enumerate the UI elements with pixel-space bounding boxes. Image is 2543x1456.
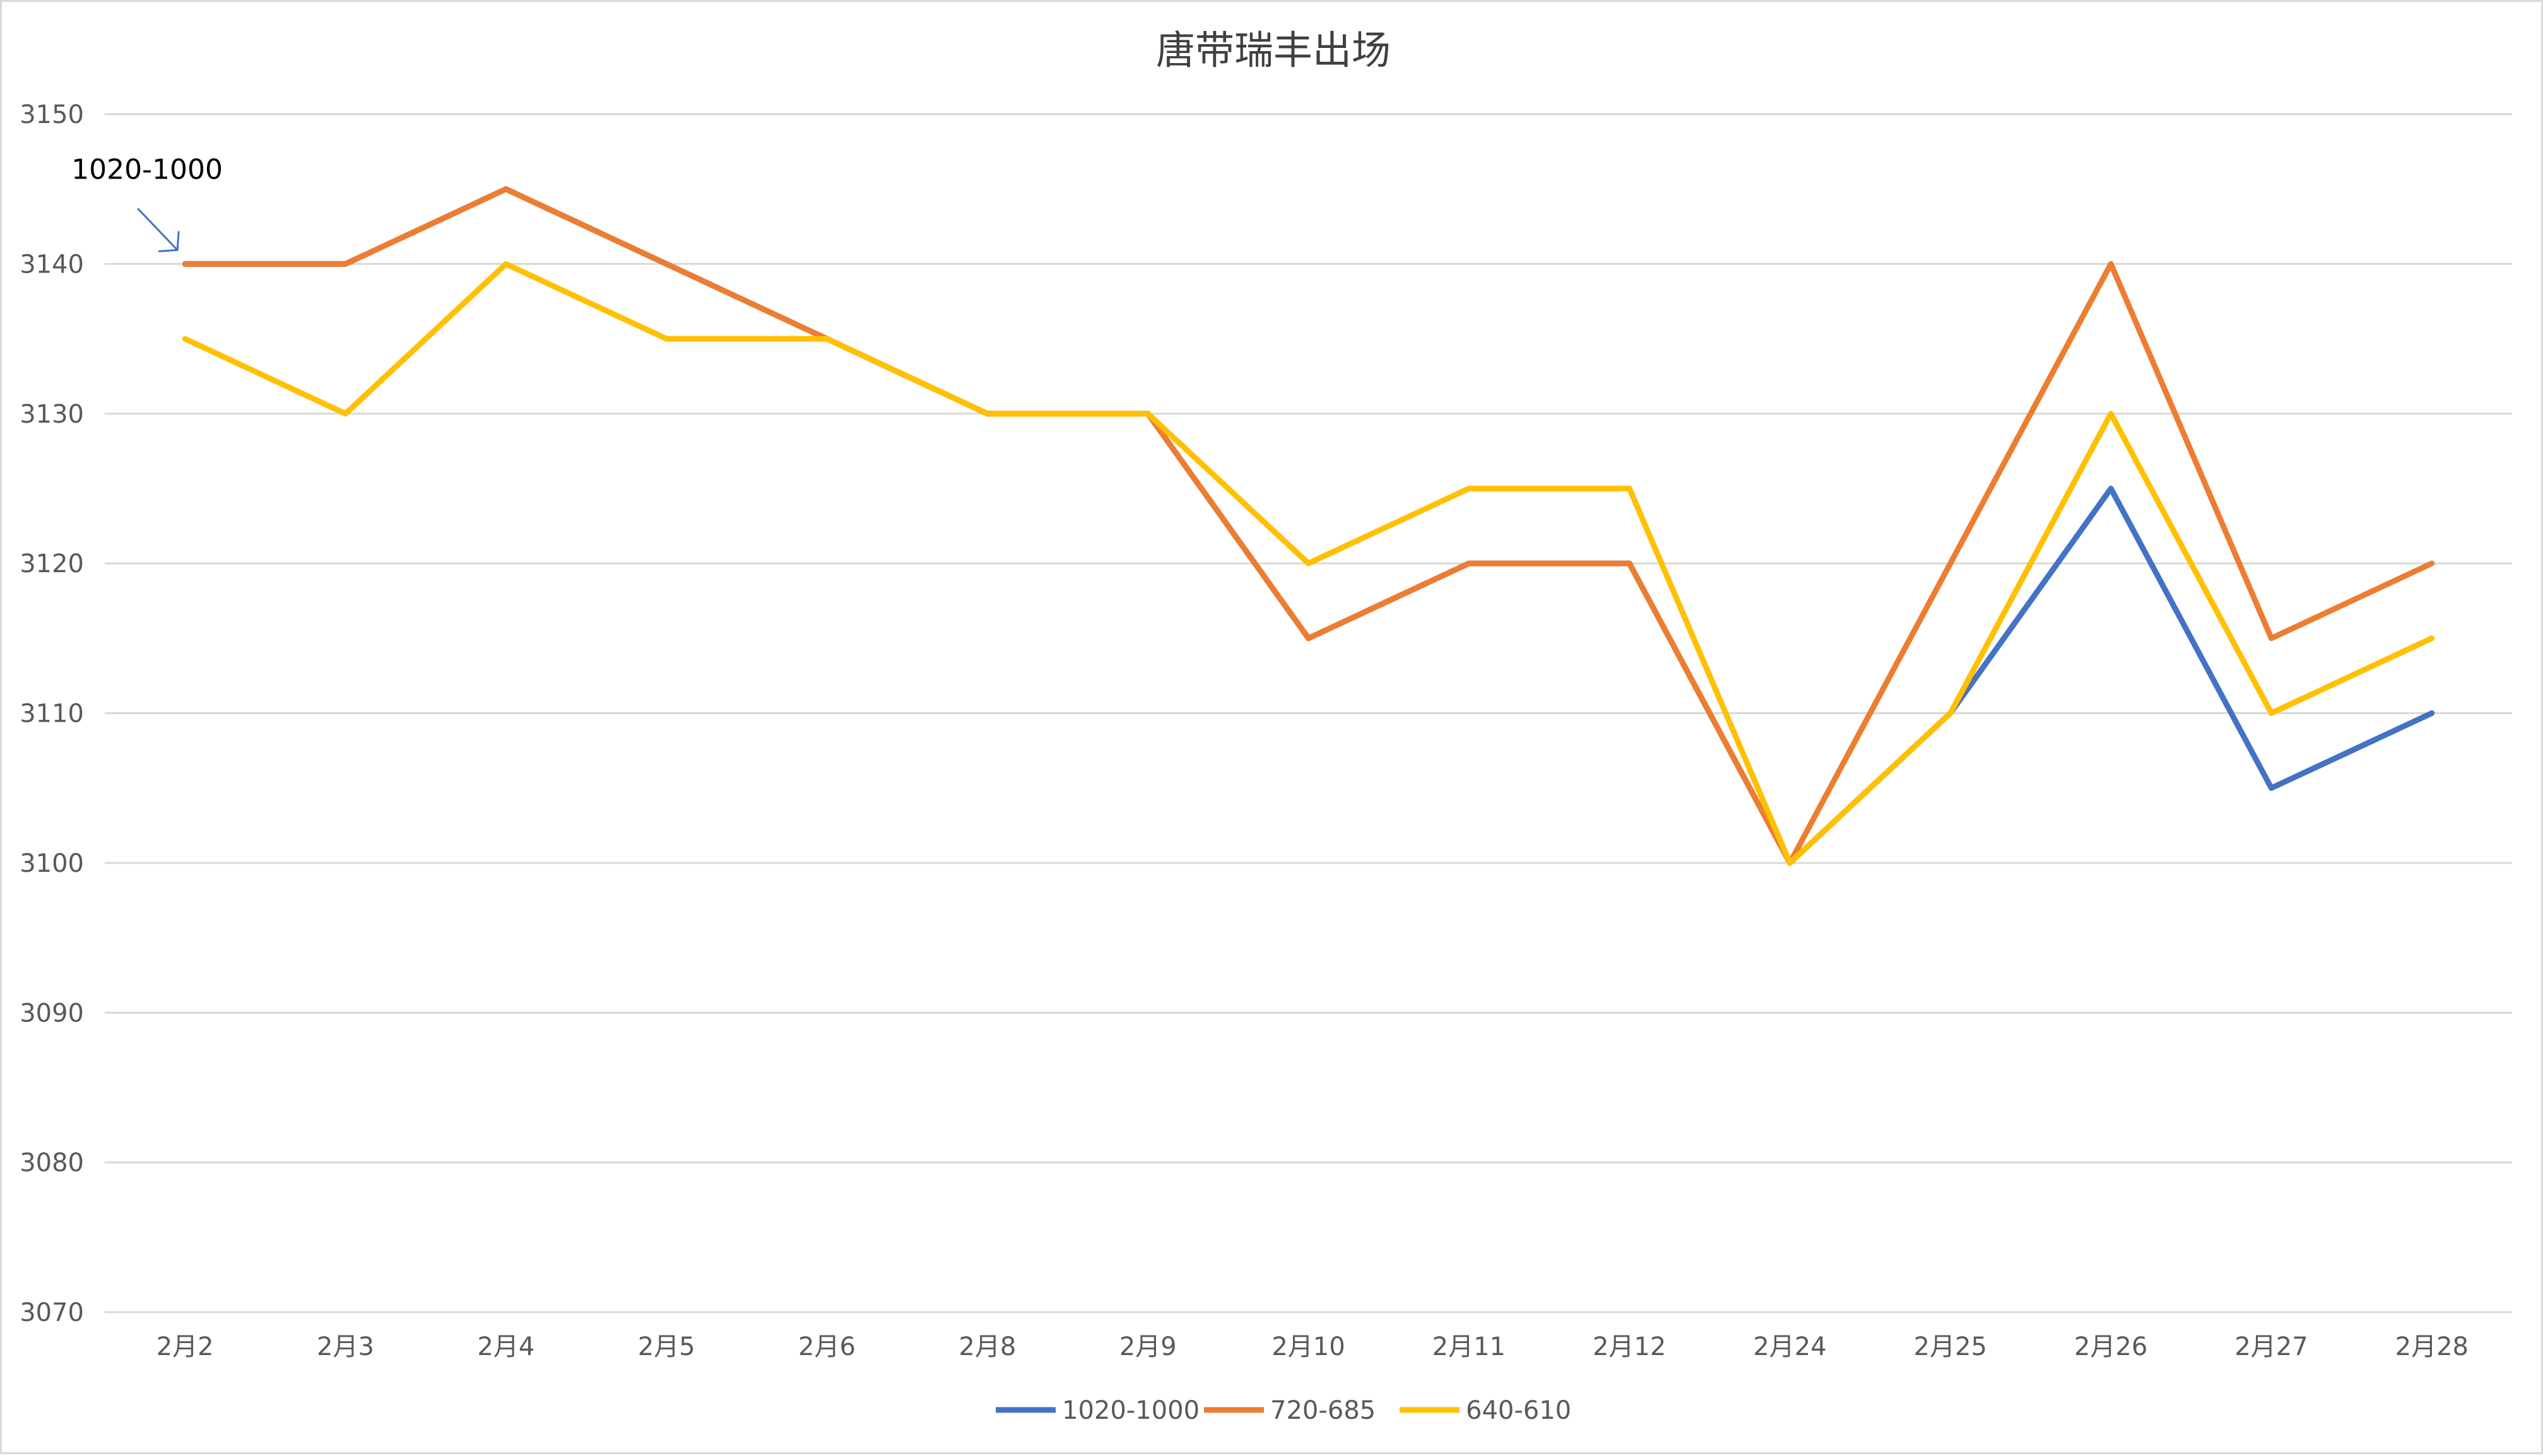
- x-tick-label: 2月12: [1593, 1332, 1666, 1361]
- x-tick-label: 2月5: [638, 1332, 695, 1361]
- x-tick-label: 2月26: [2074, 1332, 2147, 1361]
- legend-label: 720-685: [1270, 1396, 1376, 1425]
- legend-item: 720-685: [1204, 1396, 1376, 1425]
- y-tick-label: 3100: [20, 849, 84, 878]
- y-tick-label: 3090: [20, 999, 84, 1028]
- x-tick-label: 2月8: [959, 1332, 1016, 1361]
- y-tick-label: 3140: [20, 250, 84, 279]
- legend-item: 1020-1000: [996, 1396, 1200, 1425]
- x-tick-label: 2月3: [317, 1332, 374, 1361]
- y-tick-label: 3110: [20, 700, 84, 729]
- x-tick-label: 2月11: [1432, 1332, 1506, 1361]
- x-axis-ticks: 2月2 2月3 2月4 2月5 2月6 2月8 2月9 2月10 2月11 2月12 2月24 2月2…: [156, 1332, 2469, 1361]
- x-tick-label: 2月24: [1753, 1332, 1826, 1361]
- x-tick-label: 2月2: [156, 1332, 214, 1361]
- legend-label: 1020-1000: [1062, 1396, 1200, 1425]
- x-tick-label: 2月27: [2234, 1332, 2308, 1361]
- y-tick-label: 3080: [20, 1149, 84, 1178]
- y-axis-ticks: 3070 3080 3090 3100 3110 3120 3130 3140 3150: [20, 100, 84, 1327]
- annotation-label: 1020-1000: [71, 153, 223, 185]
- legend: 1020-1000 720-685 640-610: [996, 1396, 1571, 1425]
- annotation-arrow: [137, 208, 179, 251]
- x-tick-label: 2月10: [1272, 1332, 1345, 1361]
- annotation-arrow-head: [158, 231, 180, 252]
- x-tick-label: 2月28: [2395, 1332, 2469, 1361]
- series-lines: [182, 186, 2435, 866]
- x-tick-label: 2月6: [798, 1332, 856, 1361]
- x-tick-label: 2月25: [1914, 1332, 1987, 1361]
- y-tick-label: 3150: [20, 100, 84, 129]
- y-tick-label: 3120: [20, 549, 84, 578]
- chart-title: 唐带瑞丰出场: [1156, 27, 1391, 73]
- y-tick-label: 3130: [20, 400, 84, 429]
- legend-label: 640-610: [1466, 1396, 1571, 1425]
- x-tick-label: 2月4: [477, 1332, 534, 1361]
- legend-item: 640-610: [1400, 1396, 1571, 1425]
- y-tick-label: 3070: [20, 1298, 84, 1327]
- annotations: 1020-1000: [71, 153, 223, 252]
- gridlines: [105, 113, 2512, 1313]
- x-tick-label: 2月9: [1119, 1332, 1177, 1361]
- series-line-640-610: [182, 261, 2435, 866]
- series-line-720-685: [182, 186, 2435, 866]
